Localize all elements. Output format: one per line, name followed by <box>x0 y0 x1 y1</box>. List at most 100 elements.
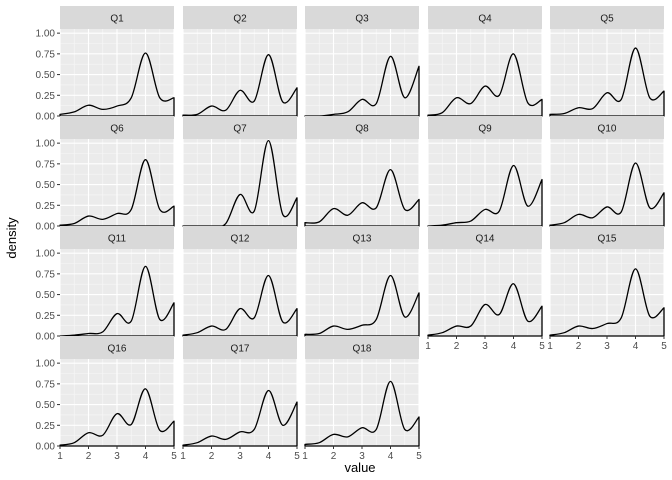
y-tick-label: 0.50 <box>36 180 56 191</box>
x-tick-label: 5 <box>416 451 422 462</box>
density-curve <box>304 169 420 227</box>
x-tick-label: 5 <box>294 451 300 462</box>
density-curve <box>59 52 175 117</box>
density-curve <box>182 389 298 447</box>
facet-strip-label: Q10 <box>598 124 617 135</box>
facet-strip-label: Q18 <box>353 344 372 355</box>
facet-strip <box>550 6 664 29</box>
facet-strip <box>305 336 419 359</box>
x-tick-label: 1 <box>57 451 63 462</box>
density-curve <box>549 268 665 337</box>
density-curve <box>182 274 298 337</box>
facet-strip <box>60 336 174 359</box>
facet-strip <box>60 116 174 139</box>
y-tick-label: 0.75 <box>36 49 56 60</box>
panel-q13: Q13 <box>304 226 420 337</box>
panels-layer: Q1 0.00 0.25 0.50 0.75 1.00 Q2 Q3 Q4 Q5 Q6 0.00 0.25… <box>36 6 667 462</box>
panel-q3: Q3 <box>304 6 420 117</box>
x-tick-label: 4 <box>633 341 639 352</box>
facet-strip-label: Q4 <box>478 14 492 25</box>
facet-strip-label: Q12 <box>231 234 250 245</box>
y-tick-label: 1.00 <box>36 249 56 260</box>
x-tick-label: 1 <box>547 341 553 352</box>
y-axis-title: density <box>4 217 19 259</box>
x-tick-label: 3 <box>237 451 243 462</box>
facet-strip-label: Q7 <box>233 124 247 135</box>
panel-q18: Q18 1 2 3 4 5 <box>302 336 422 462</box>
panel-q8: Q8 <box>304 116 420 227</box>
facet-strip <box>305 6 419 29</box>
x-axis-title: value <box>344 460 375 475</box>
x-tick-label: 5 <box>171 451 177 462</box>
panel-q12: Q12 <box>182 226 298 337</box>
panel-q14: Q14 1 2 3 4 5 <box>425 226 545 352</box>
density-curve <box>59 159 175 227</box>
y-tick-label: 0.75 <box>36 379 56 390</box>
facet-strip <box>550 116 664 139</box>
x-tick-label: 2 <box>331 451 337 462</box>
facet-strip <box>60 226 174 249</box>
density-curve <box>182 54 298 117</box>
x-tick-label: 1 <box>302 451 308 462</box>
density-curve <box>304 274 420 337</box>
facet-strip-label: Q3 <box>355 14 369 25</box>
facet-strip-label: Q14 <box>476 234 495 245</box>
panel-q7: Q7 <box>182 116 298 228</box>
facet-strip <box>183 226 297 249</box>
density-curve <box>304 55 420 117</box>
panel-q17: Q17 1 2 3 4 5 <box>180 336 300 462</box>
x-tick-label: 3 <box>482 341 488 352</box>
density-curve <box>427 164 543 227</box>
density-curve <box>59 388 175 447</box>
y-tick-label: 0.25 <box>36 91 56 102</box>
y-tick-label: 0.00 <box>36 222 56 233</box>
facet-strip-label: Q9 <box>478 124 492 135</box>
density-curve <box>304 380 420 447</box>
y-tick-label: 0.50 <box>36 70 56 81</box>
panel-q16: Q16 0.00 0.25 0.50 0.75 1.00 1 2 3 4 5 <box>36 336 177 462</box>
density-curve <box>427 53 543 117</box>
y-tick-label: 0.25 <box>36 311 56 322</box>
panel-q15: Q15 1 2 3 4 5 <box>547 226 667 352</box>
panel-q11: Q11 0.00 0.25 0.50 0.75 1.00 <box>36 226 175 343</box>
panel-q1: Q1 0.00 0.25 0.50 0.75 1.00 <box>36 6 175 123</box>
y-tick-label: 0.00 <box>36 442 56 453</box>
x-tick-label: 2 <box>86 451 92 462</box>
x-tick-label: 3 <box>604 341 610 352</box>
y-tick-label: 0.75 <box>36 269 56 280</box>
y-tick-label: 0.50 <box>36 400 56 411</box>
x-tick-label: 1 <box>180 451 186 462</box>
y-tick-label: 1.00 <box>36 29 56 40</box>
facet-strip <box>428 226 542 249</box>
y-tick-label: 0.00 <box>36 332 56 343</box>
panel-q10: Q10 <box>549 116 665 227</box>
density-curve <box>549 47 665 117</box>
facet-strip <box>183 6 297 29</box>
facet-strip-label: Q1 <box>110 14 124 25</box>
panel-q6: Q6 0.00 0.25 0.50 0.75 1.00 <box>36 116 175 233</box>
y-tick-label: 0.25 <box>36 421 56 432</box>
panel-q5: Q5 <box>549 6 665 117</box>
y-tick-label: 1.00 <box>36 359 56 370</box>
facet-strip-label: Q16 <box>108 344 127 355</box>
x-tick-label: 2 <box>454 341 460 352</box>
x-tick-label: 3 <box>114 451 120 462</box>
x-tick-label: 4 <box>266 451 272 462</box>
x-tick-label: 4 <box>143 451 149 462</box>
y-tick-label: 0.25 <box>36 201 56 212</box>
facet-strip-label: Q2 <box>233 14 247 25</box>
facet-strip <box>60 6 174 29</box>
facet-strip <box>428 6 542 29</box>
facet-strip-label: Q6 <box>110 124 124 135</box>
y-tick-label: 0.00 <box>36 112 56 123</box>
x-tick-label: 5 <box>539 341 545 352</box>
facet-strip-label: Q5 <box>600 14 614 25</box>
density-curve <box>549 162 665 227</box>
facet-strip <box>305 116 419 139</box>
facet-strip-label: Q17 <box>231 344 250 355</box>
facet-strip <box>183 116 297 139</box>
x-tick-label: 2 <box>576 341 582 352</box>
facet-strip-label: Q13 <box>353 234 372 245</box>
facet-strip <box>305 226 419 249</box>
